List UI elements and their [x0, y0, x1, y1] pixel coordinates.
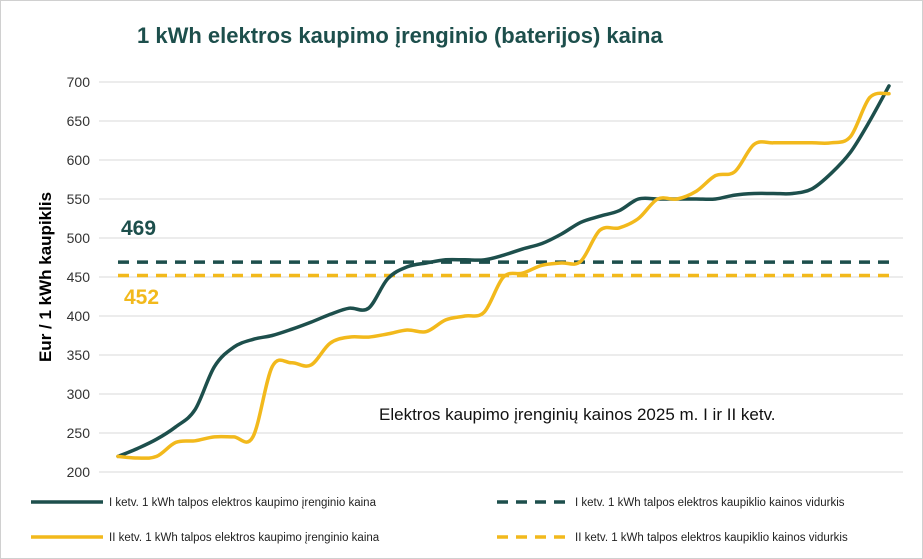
y-tick-label: 350	[67, 347, 91, 363]
legend-label: II ketv. 1 kWh talpos elektros kaupimo į…	[109, 532, 380, 544]
chart-title: 1 kWh elektros kaupimo įrenginio (bateri…	[137, 23, 663, 48]
y-tick-label: 200	[67, 464, 91, 480]
average-label-q1: 469	[121, 217, 156, 240]
y-tick-label: 500	[67, 230, 91, 246]
y-tick-label: 400	[67, 308, 91, 324]
legend-label: I ketv. 1 kWh talpos elektros kaupiklio …	[575, 497, 845, 509]
chart-annotation: Elektros kaupimo įrenginių kainos 2025 m…	[379, 405, 776, 424]
average-label-q2: 452	[124, 286, 159, 309]
y-tick-label: 450	[67, 269, 91, 285]
y-tick-label: 300	[67, 386, 91, 402]
y-axis-label: Eur / 1 kWh kaupiklis	[36, 192, 55, 362]
y-tick-label: 700	[67, 74, 91, 90]
series-line-q2	[116, 91, 891, 460]
series-line-q1	[116, 84, 891, 459]
y-tick-label: 550	[67, 191, 91, 207]
y-tick-label: 650	[67, 113, 91, 129]
legend-label: I ketv. 1 kWh talpos elektros kaupimo įr…	[109, 497, 377, 509]
y-tick-label: 250	[67, 425, 91, 441]
legend-label: II ketv. 1 kWh talpos elektros kaupiklio…	[575, 532, 848, 544]
y-tick-label: 600	[67, 152, 91, 168]
